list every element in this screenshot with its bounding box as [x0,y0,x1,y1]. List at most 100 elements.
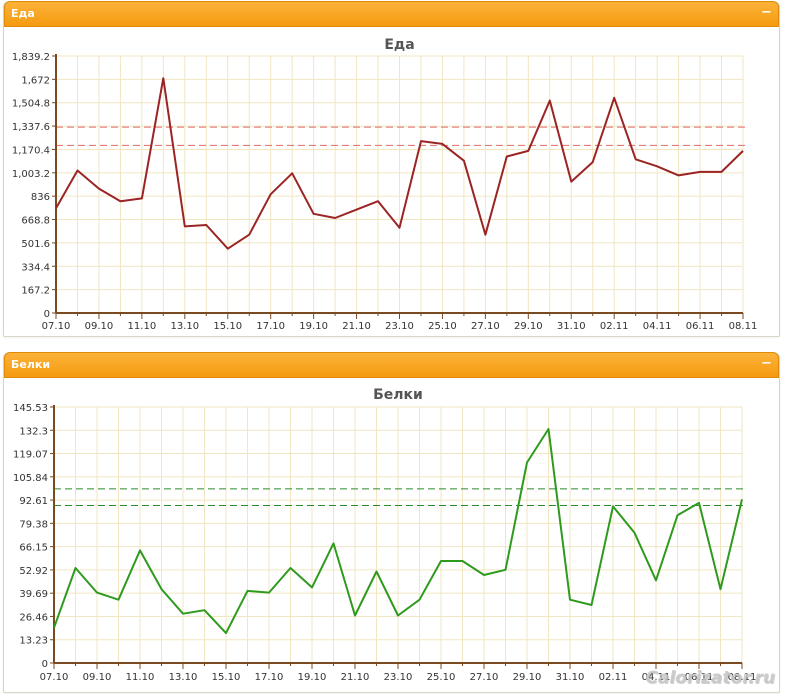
x-tick-label: 13.10 [169,672,198,683]
data-point[interactable] [289,566,293,570]
data-point[interactable] [140,196,144,200]
data-point[interactable] [419,139,423,143]
panel-header-protein[interactable]: Белки − [4,352,779,378]
y-tick-label: 145.53 [13,403,48,414]
x-tick-label: 29.10 [513,672,542,683]
data-point[interactable] [461,559,465,563]
y-tick-label: 1,672 [21,75,50,86]
x-tick-label: 19.10 [298,672,327,683]
data-point[interactable] [525,460,529,464]
data-point[interactable] [590,603,594,607]
data-point[interactable] [611,504,615,508]
x-tick-label: 04.11 [642,672,671,683]
data-point[interactable] [634,157,638,161]
x-tick-label: 19.10 [299,321,328,332]
data-point[interactable] [226,247,230,251]
chart-title-protein: Белки [373,387,423,403]
data-point[interactable] [655,164,659,168]
data-point[interactable] [569,180,573,184]
y-tick-label: 79.38 [19,519,48,530]
y-tick-label: 52.92 [19,566,48,577]
series-line-food [55,77,744,250]
data-point[interactable] [74,566,78,570]
minus-icon[interactable]: − [761,356,772,371]
minus-icon[interactable]: − [761,5,772,20]
data-point[interactable] [375,570,379,574]
x-tick-label: 13.10 [170,321,199,332]
data-point[interactable] [267,591,271,595]
x-tick-label: 06.11 [685,672,714,683]
x-tick-label: 17.10 [256,321,285,332]
data-point[interactable] [720,170,724,174]
data-point[interactable] [698,170,702,174]
data-point[interactable] [740,497,744,501]
data-point[interactable] [440,142,444,146]
data-point[interactable] [52,626,56,630]
data-point[interactable] [439,559,443,563]
data-point[interactable] [312,212,316,216]
data-point[interactable] [548,99,552,103]
data-point[interactable] [224,631,228,635]
panel-header-food[interactable]: Еда − [4,1,779,27]
y-tick-label: 119.07 [13,450,48,461]
data-point[interactable] [398,226,402,230]
data-point[interactable] [97,187,101,191]
data-point[interactable] [526,149,530,153]
x-tick-label: 08.11 [729,321,758,332]
y-tick-label: 13.23 [19,636,48,647]
data-point[interactable] [697,501,701,505]
x-tick-label: 07.10 [42,321,71,332]
x-tick-label: 04.11 [643,321,672,332]
data-point[interactable] [353,614,357,618]
data-point[interactable] [203,608,207,612]
data-point[interactable] [54,206,58,210]
data-point[interactable] [676,513,680,517]
data-point[interactable] [591,160,595,164]
x-tick-label: 08.11 [728,672,757,683]
data-point[interactable] [612,96,616,100]
data-point[interactable] [418,598,422,602]
data-point[interactable] [482,573,486,577]
data-point[interactable] [483,233,487,237]
data-point[interactable] [505,154,509,158]
data-point[interactable] [677,173,681,177]
data-point[interactable] [504,568,508,572]
data-point[interactable] [741,149,745,153]
x-tick-label: 31.10 [556,672,585,683]
x-tick-label: 27.10 [470,672,499,683]
data-point[interactable] [95,591,99,595]
data-point[interactable] [181,612,185,616]
data-point[interactable] [138,548,142,552]
y-tick-label: 132.3 [19,426,48,437]
data-point[interactable] [204,223,208,227]
data-point[interactable] [75,168,79,172]
series-line-protein [53,428,743,635]
data-point[interactable] [376,199,380,203]
data-point[interactable] [117,598,121,602]
x-tick-label: 27.10 [471,321,500,332]
data-point[interactable] [654,578,658,582]
data-point[interactable] [160,587,164,591]
data-point[interactable] [333,216,337,220]
panel-title-food: Еда [11,7,35,20]
data-point[interactable] [290,171,294,175]
data-point[interactable] [118,199,122,203]
data-point[interactable] [269,192,273,196]
data-point[interactable] [462,159,466,163]
data-point[interactable] [183,224,187,228]
data-point[interactable] [161,76,165,80]
x-tick-label: 25.10 [427,672,456,683]
watermark: Calorizator.ru [645,668,775,688]
data-point[interactable] [247,233,251,237]
data-point[interactable] [568,598,572,602]
y-tick-label: 501.6 [21,239,50,250]
data-point[interactable] [633,531,637,535]
data-point[interactable] [719,587,723,591]
data-point[interactable] [246,589,250,593]
x-tick-label: 09.10 [83,672,112,683]
data-point[interactable] [332,541,336,545]
data-point[interactable] [310,585,314,589]
data-point[interactable] [355,208,359,212]
data-point[interactable] [396,614,400,618]
data-point[interactable] [547,427,551,431]
